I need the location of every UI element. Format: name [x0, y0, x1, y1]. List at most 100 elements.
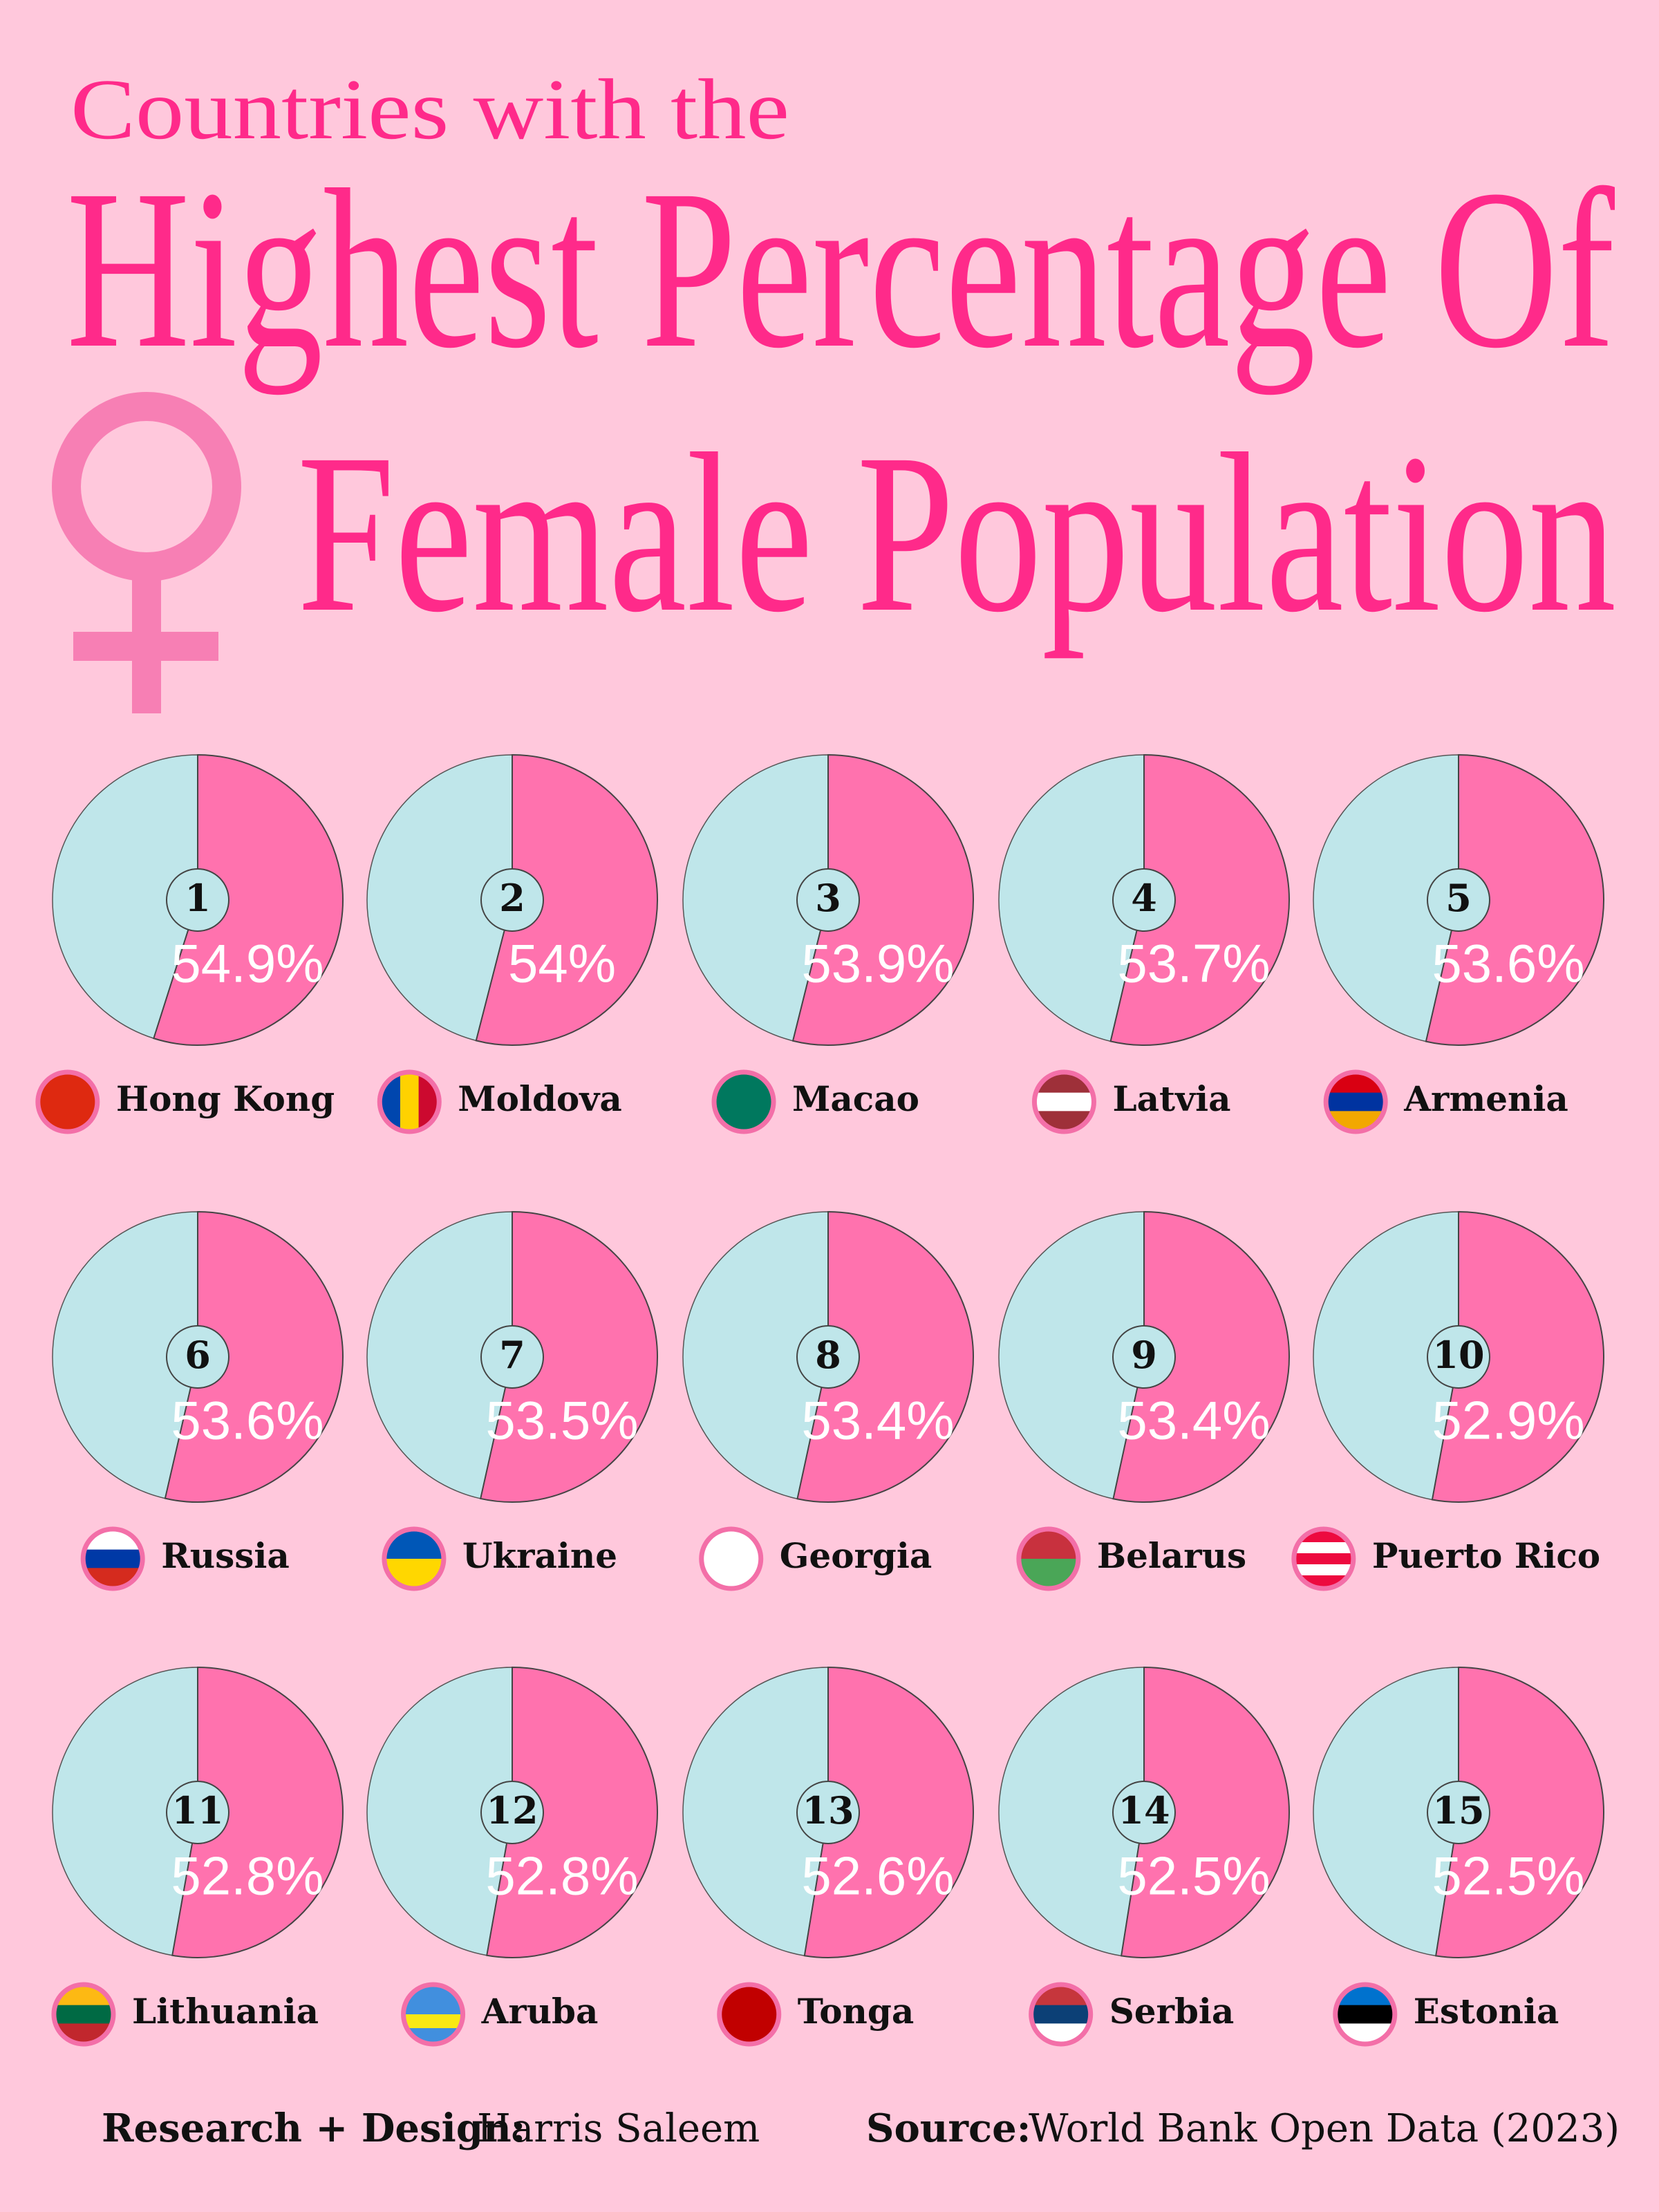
flag-ring [1291, 1526, 1356, 1591]
flag [703, 1531, 759, 1586]
rank: 9 [1131, 1333, 1157, 1377]
value-label: 52.5% [1432, 1846, 1584, 1906]
flag [39, 1074, 95, 1130]
flag-stripe [1337, 2005, 1393, 2025]
rank: 12 [486, 1788, 538, 1833]
flag-stripe [703, 1531, 759, 1586]
country-name: Belarus [1097, 1535, 1246, 1576]
flag-ring [711, 1069, 776, 1134]
remainder-slice [52, 1667, 198, 1956]
pies: 1 54.9% Hong Kong 2 54% Moldova 3 53.9% Macao 4 53… [35, 753, 1604, 2047]
center-disc [480, 1325, 544, 1389]
female-slice [1121, 1666, 1290, 1958]
source: World Bank Open Data (2023) [1029, 2106, 1620, 2151]
center-disc [1427, 868, 1490, 932]
flag-ring [1333, 1982, 1398, 2047]
flag-ring [1323, 1069, 1388, 1134]
flag-stripe [400, 1074, 420, 1130]
remainder-slice [998, 1211, 1145, 1500]
rank: 7 [499, 1333, 525, 1377]
remainder-slice [682, 1667, 829, 1957]
center-disc [1112, 1325, 1176, 1389]
value-label: 54.9% [171, 933, 324, 994]
country-name: Russia [161, 1535, 290, 1576]
remainder-slice [1313, 1211, 1459, 1501]
flag-ring [717, 1982, 782, 2047]
flag-stripe [1033, 2005, 1089, 2025]
female-slice [171, 1666, 344, 1958]
credit: Harris Saleem [477, 2106, 760, 2151]
value-label: 53.6% [171, 1390, 324, 1451]
flag [716, 1074, 772, 1130]
center-disc [480, 1781, 544, 1844]
flag-ring [35, 1069, 100, 1134]
value-label: 52.8% [171, 1846, 324, 1906]
female-slice [475, 753, 658, 1046]
flag-ring [401, 1982, 466, 2047]
flag-stripe [405, 2014, 461, 2029]
rank: 2 [499, 876, 525, 920]
source-label: Source: [866, 2106, 1031, 2151]
country-name: Latvia [1112, 1078, 1230, 1119]
female-slice [1425, 753, 1604, 1046]
female-slice [479, 1210, 658, 1503]
flag-ring [377, 1069, 442, 1134]
remainder-slice [1313, 754, 1459, 1042]
center-disc [166, 868, 229, 932]
value-label: 53.9% [801, 933, 954, 994]
country-name: Puerto Rico [1372, 1535, 1600, 1576]
remainder-slice [998, 754, 1145, 1042]
female-slice [803, 1666, 974, 1958]
flag-ring [1031, 1069, 1096, 1134]
flag [721, 1987, 777, 2042]
remainder-slice [52, 754, 198, 1040]
credit-label: Research + Design: [102, 2106, 525, 2151]
center-disc [796, 1781, 860, 1844]
value-label: 52.9% [1432, 1390, 1584, 1451]
center-disc [1427, 1325, 1490, 1389]
rank: 14 [1118, 1788, 1170, 1833]
center-disc [796, 868, 860, 932]
pretitle: Countries with the [71, 62, 789, 158]
rank: 11 [171, 1788, 223, 1833]
country-name: Hong Kong [116, 1078, 335, 1119]
center-disc [166, 1781, 229, 1844]
flag-stripe [1295, 1542, 1351, 1554]
flag-ring [1029, 1982, 1094, 2047]
female-slice [486, 1666, 658, 1958]
value-label: 52.6% [801, 1846, 954, 1906]
rank: 5 [1445, 876, 1472, 920]
flag-stripe [1295, 1553, 1351, 1565]
flag-stripe [721, 1987, 777, 2042]
country-name: Aruba [481, 1991, 599, 2032]
female-slice [791, 753, 974, 1046]
country-name: Macao [792, 1078, 919, 1119]
flag-ring [382, 1526, 447, 1591]
flag [1328, 1074, 1384, 1130]
rank: 13 [802, 1788, 854, 1833]
country-name: Moldova [458, 1078, 621, 1119]
center-disc [480, 868, 544, 932]
country-name: Ukraine [462, 1535, 617, 1576]
country-name: Georgia [780, 1535, 932, 1576]
remainder-slice [366, 754, 513, 1042]
female-slice [1435, 1666, 1604, 1958]
remainder-slice [682, 1211, 829, 1500]
rank: 15 [1432, 1788, 1484, 1833]
rank: 1 [185, 876, 211, 920]
flag-ring [699, 1526, 764, 1591]
female-slice [1112, 1210, 1290, 1503]
flag-stripe [405, 2000, 461, 2015]
rank: 3 [815, 876, 841, 920]
female-slice [153, 753, 344, 1046]
remainder-slice [366, 1667, 513, 1956]
title-line-2: Female Population [297, 407, 1616, 659]
remainder-slice [1313, 1667, 1459, 1957]
remainder-slice [682, 754, 829, 1042]
title: Highest Percentage Of [66, 143, 1617, 395]
female-slice [1109, 753, 1290, 1046]
center-disc [1427, 1781, 1490, 1844]
rank: 4 [1131, 876, 1157, 920]
value-label: 52.5% [1117, 1846, 1270, 1906]
